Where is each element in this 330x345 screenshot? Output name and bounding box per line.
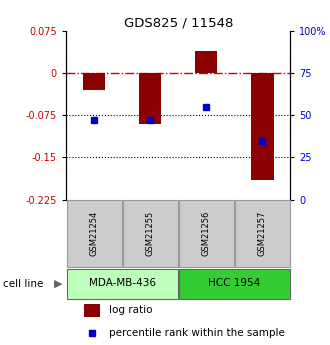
FancyBboxPatch shape [67,269,178,299]
Bar [83,73,105,90]
Text: cell line: cell line [3,279,44,289]
Text: log ratio: log ratio [109,305,152,315]
Bar [251,73,274,180]
FancyBboxPatch shape [179,269,290,299]
Bar [195,51,217,73]
Text: HCC 1954: HCC 1954 [208,278,260,288]
Text: MDA-MB-436: MDA-MB-436 [88,278,156,288]
FancyBboxPatch shape [67,199,121,267]
Bar [139,73,161,124]
FancyBboxPatch shape [123,199,178,267]
Text: percentile rank within the sample: percentile rank within the sample [109,328,284,338]
Title: GDS825 / 11548: GDS825 / 11548 [123,17,233,30]
Bar [84,304,100,317]
Text: ▶: ▶ [54,279,63,289]
Text: GSM21254: GSM21254 [89,210,99,256]
Text: GSM21256: GSM21256 [202,210,211,256]
Text: GSM21257: GSM21257 [258,210,267,256]
Text: GSM21255: GSM21255 [146,210,155,256]
FancyBboxPatch shape [235,199,290,267]
FancyBboxPatch shape [179,199,234,267]
